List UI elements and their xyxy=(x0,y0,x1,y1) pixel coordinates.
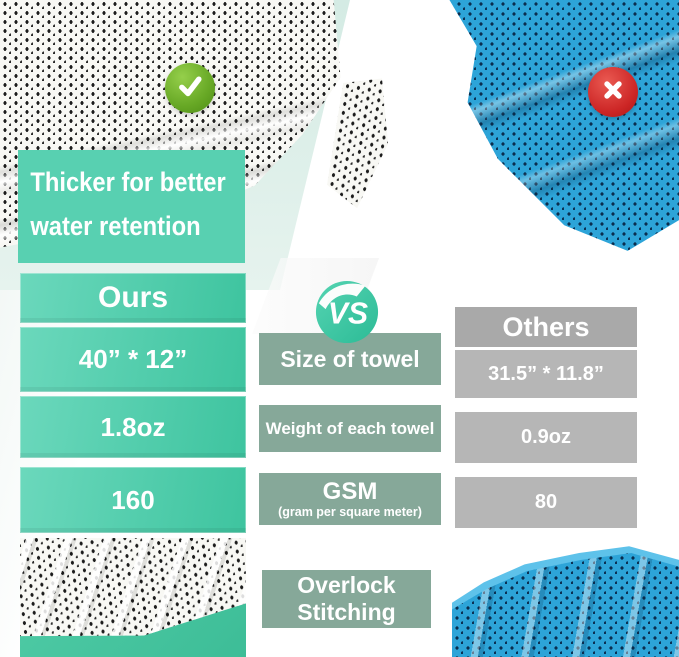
rejected-badge xyxy=(588,67,638,117)
gray-towel-corner-photo xyxy=(324,73,398,212)
gray-towel-closeup xyxy=(20,538,246,652)
blue-towel-photo-top xyxy=(449,0,679,251)
feature-banner-line2: water retention xyxy=(30,211,201,241)
feature-banner: Thicker for better water retention xyxy=(18,150,245,263)
gray-towel-stitching-photo xyxy=(20,538,246,657)
feature-banner-text: Thicker for better water retention xyxy=(18,150,226,248)
overlock-label-line2: Stitching xyxy=(297,599,396,625)
approved-badge xyxy=(165,63,215,113)
vs-label: VS xyxy=(328,298,368,331)
ours-size-value: 40” * 12” xyxy=(20,327,246,392)
others-size-value: 31.5” * 11.8” xyxy=(455,350,637,398)
ours-column-header: Ours xyxy=(20,273,246,323)
vs-icon: VS xyxy=(314,279,380,345)
feature-banner-line1: Thicker for better xyxy=(30,167,226,197)
gsm-label-sub: (gram per square meter) xyxy=(278,504,422,519)
others-gsm-value: 80 xyxy=(455,477,637,528)
row-label-weight: Weight of each towel xyxy=(259,405,441,452)
check-icon xyxy=(173,69,207,108)
others-column-header: Others xyxy=(455,307,637,347)
ours-gsm-value: 160 xyxy=(20,467,246,533)
gsm-label-main: GSM xyxy=(322,477,378,505)
x-icon xyxy=(598,75,628,110)
others-weight-value: 0.9oz xyxy=(455,412,637,463)
row-label-gsm: GSM (gram per square meter) xyxy=(259,473,441,525)
overlock-label-line1: Overlock xyxy=(297,572,396,598)
row-label-size: Size of towel xyxy=(259,333,441,385)
ours-weight-value: 1.8oz xyxy=(20,396,246,458)
blue-towel-stitching-photo xyxy=(452,544,679,657)
row-label-overlock: Overlock Stitching xyxy=(262,570,431,628)
